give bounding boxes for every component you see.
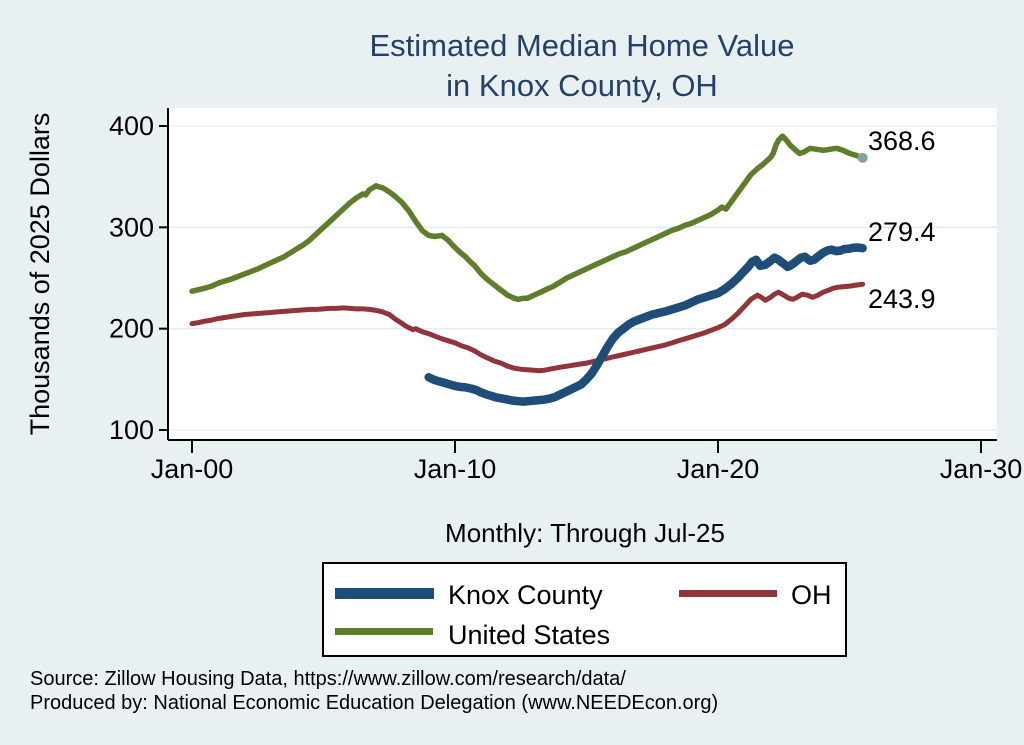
- legend-box: Knox County OH United States: [322, 562, 847, 657]
- chart-title-line1: Estimated Median Home Value: [369, 28, 795, 63]
- united-states-end-dot: [857, 152, 868, 163]
- y-tick-label: 100: [109, 415, 154, 445]
- legend-swatch-knox-county: [335, 588, 434, 599]
- source-line: Source: Zillow Housing Data, https://www…: [30, 668, 626, 690]
- x-tick-label: Jan-10: [414, 454, 497, 484]
- legend-label-united-states: United States: [448, 620, 611, 650]
- y-tick-label: 400: [109, 111, 154, 141]
- y-tick-label: 300: [109, 212, 154, 242]
- x-tick-label: Jan-30: [940, 454, 1023, 484]
- united-states-line: [189, 133, 866, 303]
- knox-county-line: [424, 243, 867, 406]
- x-axis-label: Monthly: Through Jul-25: [445, 518, 725, 548]
- y-tick-label: 200: [109, 314, 154, 344]
- legend-label-oh: OH: [791, 580, 832, 610]
- x-tick-label: Jan-20: [677, 454, 760, 484]
- legend-swatch-united-states: [335, 628, 433, 635]
- knox-county-end-value-label: 279.4: [868, 217, 936, 247]
- chart-title-line2: in Knox County, OH: [446, 68, 718, 103]
- produced-by-line: Produced by: National Economic Education…: [30, 692, 719, 714]
- legend-swatch-oh: [679, 590, 777, 597]
- legend-label-knox-county: Knox County: [448, 580, 603, 610]
- x-tick-label: Jan-00: [151, 454, 234, 484]
- plot-area: [168, 108, 997, 440]
- oh-line: [189, 281, 866, 374]
- united-states-end-value-label: 368.6: [868, 126, 936, 156]
- oh-end-value-label: 243.9: [868, 284, 936, 314]
